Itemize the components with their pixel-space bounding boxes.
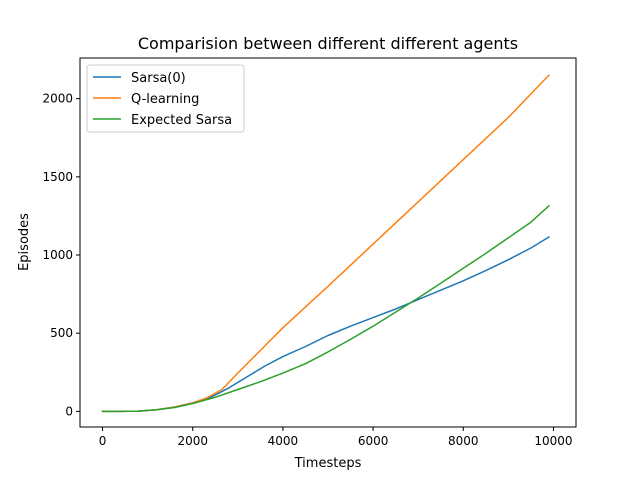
series-lines [101, 74, 550, 413]
legend: Sarsa(0) Q-learning Expected Sarsa [86, 64, 245, 133]
x-tick-label: 2000 [177, 434, 208, 448]
chart-title: Comparision between different different … [138, 34, 518, 53]
plot-frame [79, 57, 577, 428]
x-tick-label: 6000 [358, 434, 389, 448]
legend-label-sarsa-0: Sarsa(0) [131, 71, 186, 86]
x-axis-label: Timesteps [294, 456, 362, 471]
y-tick-label: 1000 [42, 248, 73, 262]
x-tick-label: 4000 [268, 434, 299, 448]
y-tick-label: 2000 [42, 92, 73, 106]
series-line-expected-sarsa [101, 204, 550, 413]
x-axis-ticks: 0 2000 4000 6000 8000 10000 [99, 427, 573, 448]
legend-box [86, 64, 245, 133]
y-axis-ticks: 0 500 1000 1500 2000 [42, 92, 80, 418]
legend-label-q-learning: Q-learning [131, 92, 199, 107]
series-line-sarsa-0 [101, 235, 550, 413]
x-tick-label: 10000 [534, 434, 572, 448]
y-tick-label: 0 [65, 404, 73, 418]
x-tick-label: 8000 [448, 434, 479, 448]
y-tick-label: 1500 [42, 170, 73, 184]
y-axis-label: Episodes [17, 213, 32, 271]
y-tick-label: 500 [50, 326, 73, 340]
x-tick-label: 0 [99, 434, 107, 448]
legend-label-expected-sarsa: Expected Sarsa [131, 113, 232, 128]
